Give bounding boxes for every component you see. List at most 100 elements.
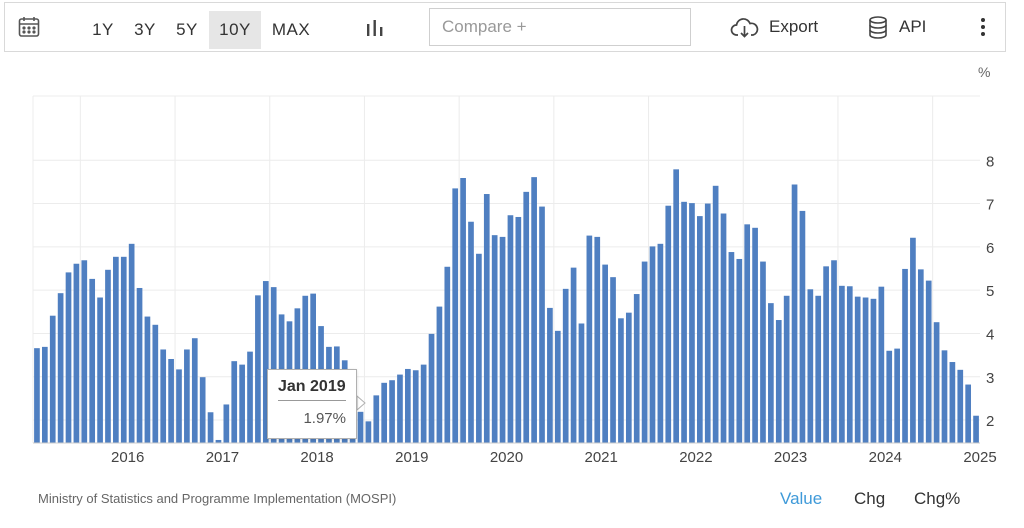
- tab-chg[interactable]: Chg: [854, 489, 886, 508]
- bar: [476, 253, 482, 443]
- bar: [65, 272, 72, 443]
- bar: [775, 320, 782, 443]
- database-icon[interactable]: [867, 15, 889, 41]
- bar: [633, 294, 640, 443]
- bar: [815, 295, 822, 443]
- bar: [531, 177, 537, 443]
- bar: [736, 258, 743, 443]
- bar: [405, 368, 411, 443]
- bar: [57, 293, 64, 443]
- bar: [689, 203, 695, 443]
- bar: [665, 205, 672, 443]
- bar: [412, 370, 419, 443]
- bar: [436, 306, 443, 443]
- toolbar: 1Y 3Y 5Y 10Y MAX Compare + Export API: [4, 2, 1006, 52]
- bar: [483, 194, 490, 443]
- bar: [420, 364, 427, 443]
- y-tick-label: 8: [986, 153, 994, 170]
- bar: [176, 369, 182, 443]
- bar: [768, 303, 774, 443]
- bar: [247, 351, 253, 443]
- bar: [428, 333, 435, 443]
- bar: [925, 280, 932, 443]
- bar: [594, 236, 601, 443]
- bar: [681, 201, 687, 443]
- bar: [949, 362, 956, 443]
- bar: [917, 269, 924, 443]
- bar: [862, 297, 869, 443]
- tab-value[interactable]: Value: [780, 489, 823, 508]
- bar-chart-icon[interactable]: [364, 17, 386, 39]
- bar: [728, 252, 735, 443]
- cloud-download-icon[interactable]: [730, 16, 760, 40]
- bar: [239, 364, 245, 443]
- bar: [578, 323, 585, 443]
- bar: [902, 268, 908, 443]
- bar: [523, 191, 530, 443]
- bar: [965, 384, 972, 443]
- bar: [610, 277, 616, 443]
- tooltip-divider: [278, 400, 346, 401]
- bar: [807, 289, 814, 443]
- y-tick-label: 7: [986, 197, 994, 214]
- bar: [357, 411, 364, 443]
- bar: [744, 224, 751, 443]
- bar: [144, 316, 151, 443]
- bar: [657, 243, 664, 443]
- bar: [752, 227, 758, 443]
- bar: [41, 346, 48, 443]
- range-1y-button[interactable]: 1Y: [92, 20, 114, 39]
- x-tick-label: 2023: [774, 449, 807, 466]
- bar: [49, 315, 56, 443]
- bar: [105, 269, 111, 443]
- bar: [783, 295, 790, 443]
- y-tick-label: 4: [986, 326, 994, 343]
- tooltip-date: Jan 2019: [278, 378, 346, 395]
- range-max-button[interactable]: MAX: [271, 20, 311, 39]
- bar: [649, 246, 656, 443]
- x-tick-label: 2019: [395, 449, 428, 466]
- calendar-icon[interactable]: [17, 15, 41, 39]
- bar: [160, 349, 167, 443]
- bar: [586, 235, 593, 443]
- x-tick-label: 2018: [300, 449, 333, 466]
- bar: [878, 286, 885, 443]
- bar: [452, 188, 459, 443]
- bar: [310, 293, 316, 443]
- bar: [81, 260, 88, 443]
- bar: [539, 206, 545, 443]
- bar: [199, 377, 206, 443]
- more-vertical-icon[interactable]: [977, 16, 989, 38]
- y-tick-label: 6: [986, 240, 994, 257]
- bar: [255, 295, 261, 443]
- y-tick-label: 2: [986, 413, 994, 430]
- range-3y-button[interactable]: 3Y: [134, 20, 156, 39]
- bar: [215, 439, 222, 443]
- compare-input[interactable]: Compare +: [429, 8, 691, 46]
- bar: [547, 307, 553, 443]
- bar: [791, 184, 798, 444]
- bar: [184, 349, 190, 443]
- bar: [262, 281, 269, 443]
- x-tick-label: 2021: [585, 449, 618, 466]
- bar: [697, 216, 703, 443]
- y-tick-label: 5: [986, 283, 994, 300]
- bar: [760, 261, 766, 443]
- bar: [168, 358, 174, 443]
- bar: [397, 374, 403, 443]
- bar: [941, 350, 948, 443]
- bar: [444, 266, 451, 443]
- bar: [602, 264, 608, 443]
- bar: [720, 213, 727, 443]
- bar: [910, 237, 916, 443]
- bar: [641, 261, 648, 443]
- bar: [365, 421, 372, 443]
- tooltip-value: 1.97%: [303, 410, 346, 427]
- api-button[interactable]: API: [899, 17, 927, 36]
- range-5y-button[interactable]: 5Y: [176, 20, 198, 39]
- range-10y-button[interactable]: 10Y: [209, 11, 261, 49]
- tab-chg-percent[interactable]: Chg%: [914, 489, 961, 508]
- export-button[interactable]: Export: [769, 17, 819, 36]
- bar: [389, 380, 395, 443]
- bar: [618, 318, 624, 443]
